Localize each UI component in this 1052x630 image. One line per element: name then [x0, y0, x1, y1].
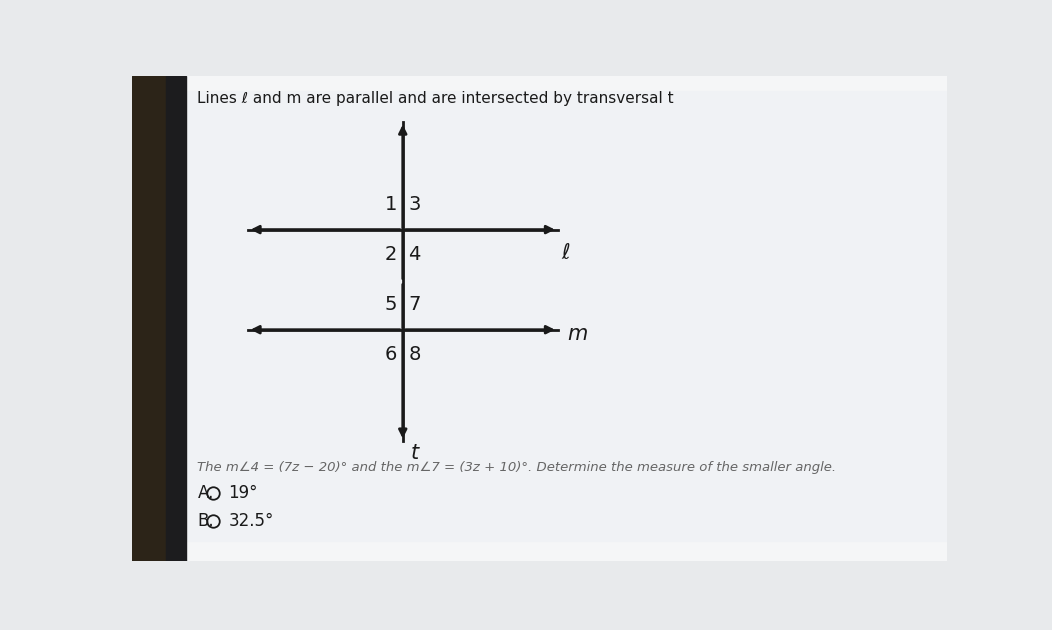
Text: 5: 5	[385, 295, 398, 314]
Text: 4: 4	[408, 245, 421, 264]
Text: m: m	[567, 324, 587, 343]
Text: The m∠4 = (7z − 20)° and the m∠7 = (3z + 10)°. Determine the measure of the smal: The m∠4 = (7z − 20)° and the m∠7 = (3z +…	[198, 461, 836, 474]
Text: 8: 8	[408, 345, 421, 364]
Text: 1: 1	[385, 195, 398, 214]
Bar	[166, 76, 186, 561]
Text: 32.5°: 32.5°	[228, 512, 274, 530]
Text: Lines ℓ and m are parallel and are intersected by transversal t: Lines ℓ and m are parallel and are inter…	[198, 91, 674, 106]
Text: ℓ: ℓ	[562, 243, 570, 263]
Text: 3: 3	[408, 195, 421, 214]
Text: 7: 7	[408, 295, 421, 314]
Text: B.: B.	[198, 512, 214, 530]
Text: 6: 6	[385, 345, 398, 364]
Text: A.: A.	[198, 484, 214, 502]
Text: 19°: 19°	[228, 484, 258, 502]
Text: t: t	[410, 443, 419, 463]
Bar	[132, 76, 166, 561]
Text: 2: 2	[385, 245, 398, 264]
